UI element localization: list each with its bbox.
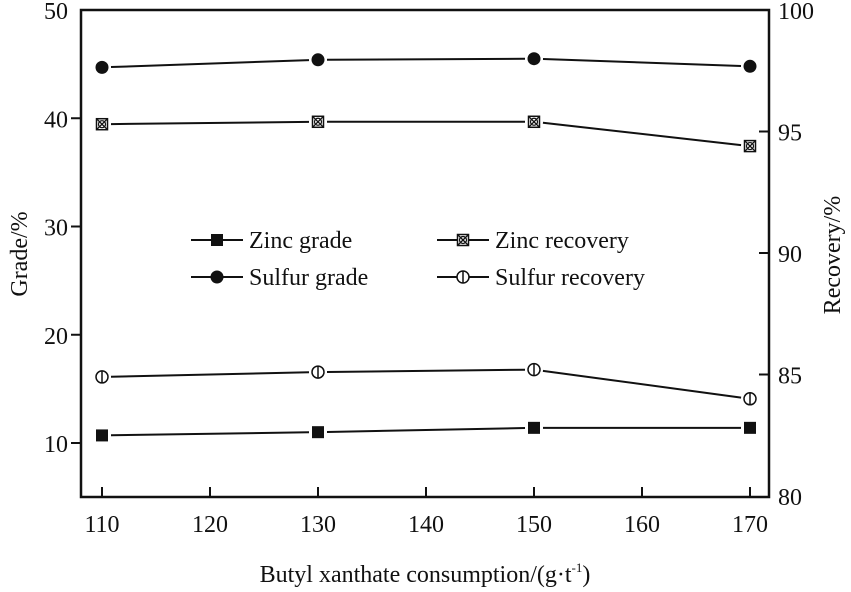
x-tick-label: 140 (408, 512, 444, 538)
x-axis-title-sup: -1 (572, 560, 583, 575)
series-sulfur-grade (95, 52, 757, 74)
marker-cross (528, 115, 540, 128)
y-axis-title: Grade/% (7, 211, 33, 296)
x-axis-title-end: ) (582, 562, 590, 588)
series-zinc-recovery (95, 115, 757, 153)
series-line-segment (110, 59, 310, 69)
y-tick-label: 20 (44, 324, 68, 350)
series-line-segment (326, 57, 526, 61)
y-tick-label: 30 (44, 216, 68, 242)
x-tick-label: 150 (516, 512, 552, 538)
x-axis-title: Butyl xanthate consumption/(g·t-1) (260, 560, 591, 588)
series-line-segment (110, 120, 310, 126)
series-line-segment (542, 369, 742, 399)
y-tick-label: 50 (44, 0, 68, 25)
data-point (312, 426, 324, 439)
y2-tick-label: 80 (778, 485, 802, 511)
plot-frame (79, 8, 771, 499)
data-point (744, 421, 756, 434)
data-point (311, 365, 325, 379)
data-point (528, 421, 540, 434)
marker-ring (529, 117, 539, 126)
legend-marker (456, 233, 470, 247)
data-point (96, 429, 108, 442)
legend-marker (211, 234, 223, 246)
data-point (527, 115, 541, 129)
data-point (527, 362, 541, 377)
series-group (95, 52, 757, 442)
data-point (95, 60, 109, 74)
y-tick-label: 40 (44, 107, 68, 133)
data-point (95, 370, 109, 384)
legend-item-sulfur-grade: Sulfur grade (191, 265, 368, 291)
legend-label: Sulfur grade (249, 265, 368, 291)
legend-marker (456, 270, 470, 284)
marker-cross (96, 118, 108, 131)
x-tick-label: 160 (624, 512, 660, 538)
legend: Zinc grade Sulfur grade Zinc recovery Sulfu… (191, 228, 645, 291)
marker-ring (745, 141, 755, 151)
legend-label: Sulfur recovery (495, 265, 645, 291)
marker-cross (457, 234, 469, 246)
data-point (743, 392, 757, 406)
marker-ring (97, 120, 107, 129)
series-line-segment (542, 121, 742, 147)
series-line-segment (326, 368, 526, 373)
series-sulfur-recovery (95, 362, 757, 406)
y2-tick-label: 85 (778, 364, 802, 390)
legend-item-zinc-grade: Zinc grade (191, 228, 352, 254)
series-line-segment (110, 431, 310, 437)
axes: 110 120 130 140 150 160 170 10 20 30 40 50 80 85 90 95 1… (44, 0, 814, 538)
series-line-segment (110, 371, 310, 378)
legend-marker (210, 270, 224, 284)
data-point (527, 52, 541, 66)
x-axis-title-main: Butyl xanthate consumption/(g·t (260, 562, 572, 588)
marker-ring (458, 235, 468, 245)
data-point (743, 59, 757, 73)
marker-ring (313, 117, 323, 126)
series-line-segment (542, 58, 742, 67)
x-tick-label: 110 (84, 512, 119, 538)
data-point (95, 117, 109, 131)
legend-item-sulfur-recovery: Sulfur recovery (437, 265, 645, 291)
y2-tick-label: 90 (778, 242, 802, 268)
series-line-segment (326, 427, 526, 433)
data-point (311, 115, 325, 129)
y2-axis-title: Recovery/% (820, 196, 846, 315)
y2-tick-label: 95 (778, 121, 802, 147)
data-point (311, 53, 325, 67)
marker-cross (744, 140, 756, 153)
series-zinc-grade (96, 421, 756, 442)
x-tick-label: 130 (300, 512, 336, 538)
x-tick-label: 170 (732, 512, 768, 538)
legend-label: Zinc grade (249, 228, 352, 254)
y-tick-label: 10 (44, 432, 68, 458)
y2-tick-label: 100 (778, 0, 814, 25)
marker-cross (312, 115, 324, 128)
x-tick-label: 120 (192, 512, 228, 538)
data-point (743, 139, 757, 153)
legend-label: Zinc recovery (495, 228, 629, 254)
legend-item-zinc-recovery: Zinc recovery (437, 228, 629, 254)
